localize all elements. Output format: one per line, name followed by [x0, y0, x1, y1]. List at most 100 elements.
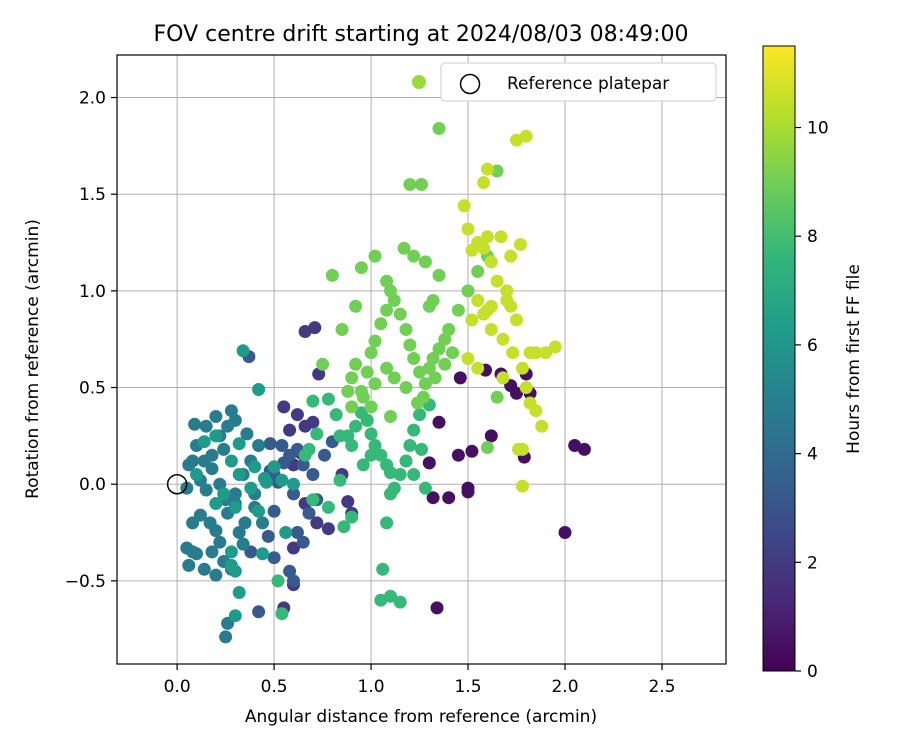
data-point	[209, 429, 223, 443]
legend-marker-series	[412, 75, 426, 89]
data-point	[577, 442, 591, 456]
data-point	[296, 458, 310, 472]
data-point	[500, 284, 514, 298]
data-point	[252, 439, 266, 452]
data-point	[374, 317, 388, 331]
data-point	[446, 346, 459, 360]
data-point	[296, 535, 310, 549]
data-point	[306, 415, 320, 429]
data-point	[393, 468, 407, 481]
data-point	[228, 609, 242, 623]
data-point	[380, 516, 394, 530]
data-point	[471, 294, 485, 307]
data-point	[442, 323, 456, 336]
data-point	[384, 487, 397, 501]
data-point	[403, 178, 417, 191]
x-tick-label: 2.0	[551, 677, 578, 697]
x-tick-label: 1.0	[358, 677, 385, 697]
data-point	[197, 562, 211, 576]
data-point	[287, 487, 300, 501]
data-point	[298, 448, 312, 462]
y-tick-label: −0.5	[65, 572, 106, 592]
data-point	[415, 178, 428, 191]
data-point	[275, 607, 289, 621]
data-point	[513, 238, 527, 251]
data-point	[306, 394, 320, 408]
data-point	[356, 390, 370, 404]
data-point	[510, 133, 523, 147]
data-point	[451, 448, 465, 462]
colorbar-tick-label: 6	[807, 336, 818, 356]
data-point	[354, 261, 368, 275]
plot-frame	[116, 54, 727, 665]
data-point	[506, 346, 520, 360]
data-point	[259, 475, 273, 489]
data-point	[232, 437, 246, 451]
data-point	[349, 357, 363, 371]
data-point	[217, 487, 231, 501]
reference-marker	[166, 473, 188, 495]
data-point	[275, 439, 289, 452]
data-point	[426, 352, 440, 365]
data-point	[403, 439, 417, 452]
data-point	[376, 562, 390, 576]
data-point	[248, 460, 262, 474]
y-axis: −0.5 0.0 0.5 1.0 1.5 2.0	[65, 89, 117, 592]
data-point	[380, 303, 394, 317]
data-point	[368, 249, 382, 263]
data-point	[360, 413, 374, 427]
data-point	[232, 526, 246, 539]
data-point	[209, 524, 223, 538]
data-point	[451, 303, 465, 317]
data-point	[335, 323, 349, 336]
data-point	[364, 427, 378, 441]
data-point	[403, 338, 417, 352]
data-point	[465, 313, 479, 327]
colorbar-tick-label: 4	[807, 445, 818, 465]
data-point	[490, 390, 504, 404]
data-point	[407, 352, 421, 365]
data-point	[232, 586, 246, 599]
legend-label-reference: Reference platepar	[507, 74, 669, 94]
data-point	[213, 535, 227, 549]
reference-point	[166, 473, 188, 495]
plot-area	[180, 122, 591, 644]
data-point	[504, 249, 518, 263]
data-point	[374, 448, 388, 462]
data-point	[345, 400, 359, 414]
data-point	[558, 526, 572, 539]
data-point	[364, 346, 378, 360]
data-point	[197, 435, 211, 449]
y-axis-label: Rotation from reference (arcmin)	[23, 219, 43, 499]
data-point	[199, 483, 213, 497]
data-point	[418, 481, 432, 495]
data-point	[484, 255, 498, 269]
data-point	[263, 437, 277, 451]
data-point	[428, 371, 442, 385]
x-tick-label: 2.5	[648, 677, 675, 697]
data-point	[238, 516, 252, 530]
data-point	[399, 454, 413, 468]
data-point	[384, 466, 397, 480]
data-point	[465, 444, 479, 458]
data-point	[415, 442, 428, 456]
data-point	[321, 500, 335, 514]
data-point	[529, 404, 543, 418]
data-point	[465, 243, 479, 257]
data-point	[399, 323, 413, 336]
data-point	[515, 361, 529, 375]
data-point	[426, 491, 440, 505]
data-point	[228, 500, 242, 514]
colorbar-label: Hours from first FF file	[844, 264, 864, 454]
data-point	[321, 392, 335, 406]
data-point	[418, 255, 432, 269]
data-point	[349, 299, 363, 313]
data-point	[457, 199, 471, 213]
data-point	[267, 551, 281, 565]
data-point	[380, 361, 394, 375]
data-point	[188, 417, 202, 431]
data-point	[224, 558, 238, 572]
data-point	[461, 485, 475, 499]
data-point	[494, 230, 508, 244]
data-point	[252, 605, 266, 619]
